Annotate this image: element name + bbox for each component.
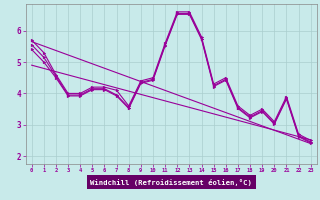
X-axis label: Windchill (Refroidissement éolien,°C): Windchill (Refroidissement éolien,°C) <box>90 179 252 186</box>
